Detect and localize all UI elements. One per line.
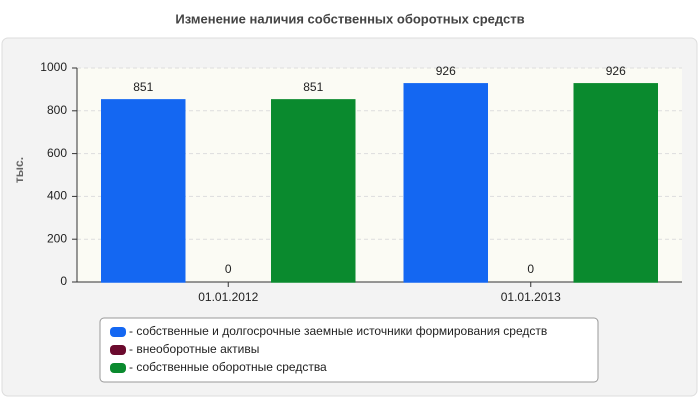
bar <box>573 83 658 283</box>
y-tick-label: 400 <box>47 189 67 203</box>
y-tick-label: 800 <box>47 103 67 117</box>
y-tick-label: 600 <box>47 146 67 160</box>
data-label: 926 <box>606 64 626 78</box>
legend-label: - собственные и долгосрочные заемные ист… <box>129 324 547 338</box>
legend <box>99 317 599 383</box>
bar <box>271 99 356 283</box>
legend-label: - собственные оборотные средства <box>129 360 327 374</box>
legend-label: - внеоборотные активы <box>129 342 259 356</box>
y-axis-label: тыс. <box>12 157 26 183</box>
x-tick-label: 01.01.2012 <box>198 290 258 304</box>
data-label: 926 <box>436 64 456 78</box>
y-tick-label: 1000 <box>40 60 67 74</box>
data-label: 0 <box>225 262 232 276</box>
x-tick-label: 01.01.2013 <box>501 290 561 304</box>
bar <box>101 99 186 283</box>
data-label: 851 <box>133 80 153 94</box>
legend-swatch <box>110 345 126 355</box>
data-label: 851 <box>303 80 323 94</box>
y-tick-label: 0 <box>60 274 67 288</box>
y-tick-label: 200 <box>47 231 67 245</box>
legend-swatch <box>110 363 126 373</box>
data-label: 0 <box>527 262 534 276</box>
legend-swatch <box>110 327 126 337</box>
bar <box>403 83 488 283</box>
chart-title: Изменение наличия собственных оборотных … <box>175 11 524 26</box>
